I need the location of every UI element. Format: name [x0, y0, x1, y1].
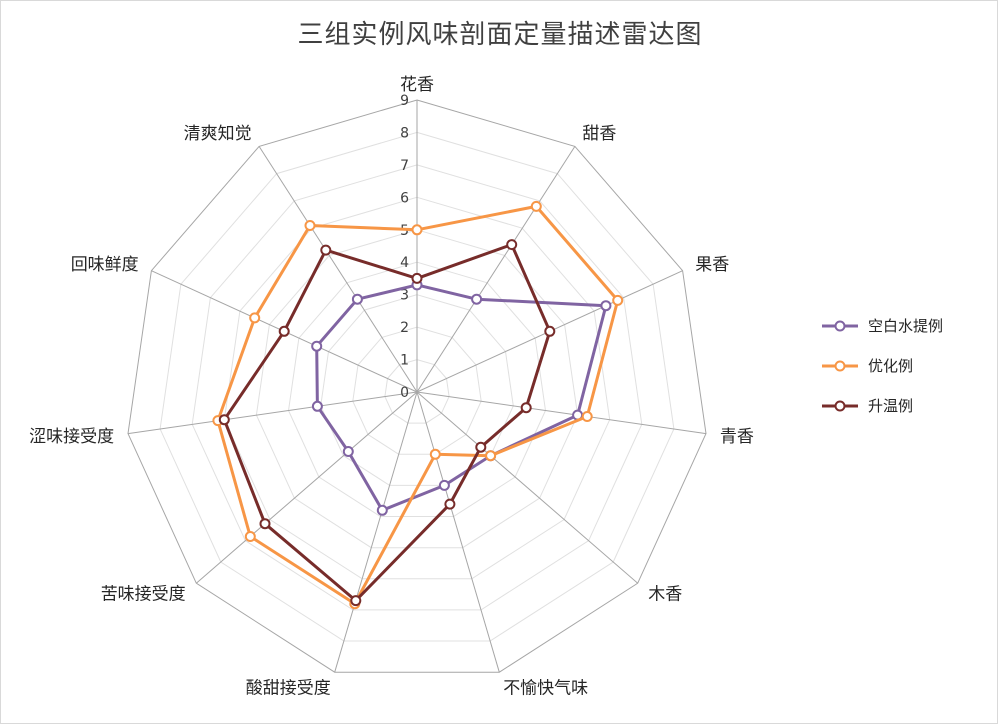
data-point [581, 411, 593, 422]
data-point [311, 340, 323, 352]
legend-label: 优化例 [868, 357, 913, 375]
grid-ring-6 [223, 196, 611, 580]
data-point [429, 448, 441, 460]
radar-axes [127, 100, 707, 673]
legend-item-1: 空白水提例 [822, 317, 943, 335]
data-point [444, 498, 456, 510]
axis-spoke [258, 146, 418, 393]
grid-ring-2 [352, 326, 482, 455]
grid-ring-9 [127, 99, 707, 673]
data-point [350, 595, 362, 607]
data-point [520, 402, 532, 414]
tick-label: 2 [400, 320, 409, 336]
axis-spoke [334, 391, 418, 673]
axis-label: 清爽知觉 [184, 124, 252, 144]
tick-label: 9 [400, 93, 409, 109]
data-point [530, 200, 542, 212]
axis-label: 涩味接受度 [29, 427, 114, 447]
data-point [259, 518, 271, 530]
axis-label: 不愉快气味 [503, 679, 588, 699]
series-line [222, 243, 552, 603]
data-point [411, 224, 423, 236]
chart-title: 三组实例风味剖面定量描述雷达图 [297, 20, 703, 50]
grid-ring-1 [384, 359, 450, 424]
data-point [485, 450, 497, 462]
data-point [244, 531, 256, 542]
tick-label: 0 [400, 385, 409, 401]
data-point [278, 325, 290, 337]
data-point [438, 479, 450, 491]
legend-swatch-marker [834, 320, 846, 332]
data-point [475, 441, 487, 453]
radar-series [212, 200, 624, 610]
legend-label: 空白水提例 [868, 317, 943, 335]
tick-label: 3 [400, 288, 409, 304]
axis-spoke [416, 391, 639, 584]
axis-spoke [416, 146, 576, 393]
grid-ring-8 [159, 131, 675, 642]
data-point [320, 244, 332, 256]
data-point [218, 414, 230, 426]
axis-spoke [416, 391, 707, 435]
axis-label: 苦味接受度 [101, 585, 186, 605]
grid-ring-7 [191, 164, 643, 611]
data-point [411, 272, 423, 284]
data-point [342, 446, 354, 457]
data-point [471, 293, 483, 305]
legend-item-3: 升温例 [822, 397, 913, 415]
data-point [351, 293, 363, 305]
grid-ring-5 [255, 229, 579, 549]
axis-label: 木香 [648, 585, 682, 605]
axis-label: 酸甜接受度 [246, 679, 331, 699]
series-line [315, 283, 608, 512]
data-point [600, 300, 612, 312]
legend-swatch-marker [834, 400, 846, 412]
axis-spoke [416, 391, 500, 673]
data-point [612, 294, 624, 306]
axis-spoke [127, 391, 418, 435]
legend-label: 升温例 [868, 397, 913, 415]
tick-label: 6 [400, 190, 409, 206]
series-line [216, 204, 620, 606]
data-point [311, 400, 323, 412]
tick-label: 7 [400, 158, 409, 174]
data-point [506, 239, 518, 251]
axis-spoke [195, 391, 418, 584]
radar-grid [127, 99, 707, 673]
data-point [304, 220, 316, 231]
data-point [249, 312, 261, 324]
legend-item-2: 优化例 [822, 357, 913, 375]
series-1 [311, 279, 612, 516]
data-point [544, 325, 556, 337]
tick-label: 8 [400, 125, 409, 141]
legend-swatch-marker [834, 360, 846, 372]
series-3 [218, 239, 556, 607]
axis-label: 花香 [400, 75, 434, 95]
tick-label: 4 [400, 255, 409, 271]
axis-label: 甜香 [582, 124, 616, 144]
axis-label: 青香 [720, 427, 754, 447]
axis-label: 果香 [695, 255, 729, 275]
grid-ring-4 [287, 261, 547, 517]
data-point [376, 504, 388, 516]
tick-label: 1 [400, 353, 409, 369]
axis-label: 回味鲜度 [71, 255, 139, 275]
